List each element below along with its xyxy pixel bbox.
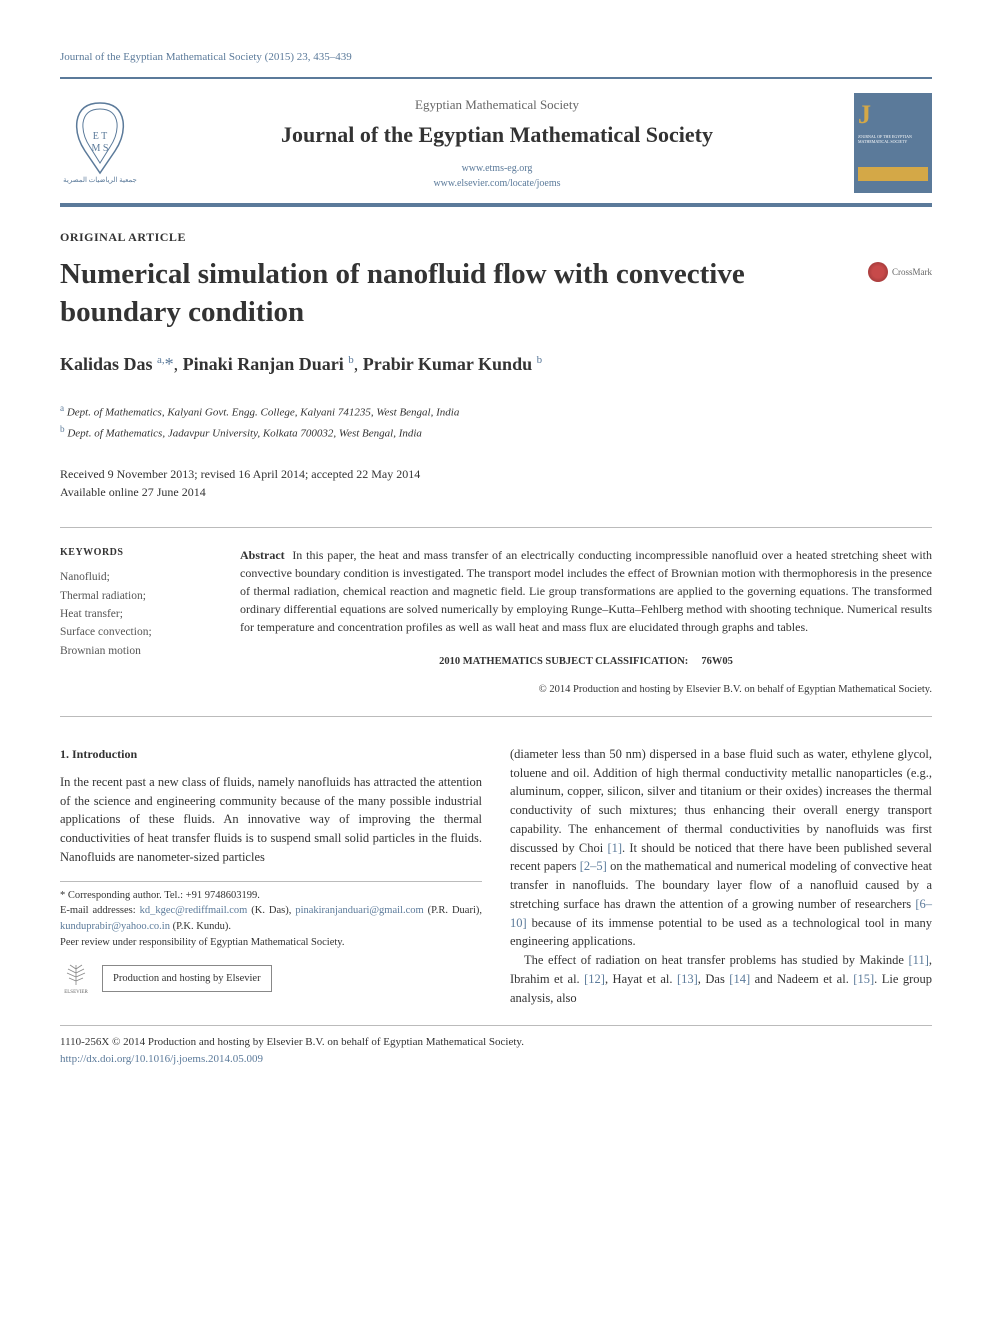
peer-review-note: Peer review under responsibility of Egyp… (60, 935, 482, 951)
abstract-block: KEYWORDS Nanofluid; Thermal radiation; H… (60, 527, 932, 717)
journal-link-1[interactable]: www.etms-eg.org (462, 163, 533, 174)
intro-para-1: In the recent past a new class of fluids… (60, 773, 482, 867)
ref-link-12[interactable]: [12] (584, 972, 605, 986)
abstract-label: Abstract (240, 548, 285, 562)
intro-para-3: The effect of radiation on heat transfer… (510, 951, 932, 1007)
abstract-text: In this paper, the heat and mass transfe… (240, 548, 932, 634)
article-title: Numerical simulation of nanofluid flow w… (60, 256, 848, 331)
journal-name: Journal of the Egyptian Mathematical Soc… (160, 120, 834, 151)
banner-center: Egyptian Mathematical Society Journal of… (160, 96, 834, 191)
page-footer: 1110-256X © 2014 Production and hosting … (60, 1025, 932, 1067)
email-name-3: (P.K. Kundu). (173, 921, 231, 932)
hosting-box: ELSEVIER Production and hosting by Elsev… (60, 961, 482, 997)
running-header: Journal of the Egyptian Mathematical Soc… (60, 50, 932, 65)
abstract-column: Abstract In this paper, the heat and mas… (240, 546, 932, 698)
article-type: ORIGINAL ARTICLE (60, 229, 932, 246)
emails-label: E-mail addresses: (60, 905, 136, 916)
intro-para-2: (diameter less than 50 nm) dispersed in … (510, 745, 932, 951)
crossmark-label: CrossMark (892, 266, 932, 279)
svg-text:E T: E T (93, 131, 108, 142)
affiliation-b: Dept. of Mathematics, Jadavpur Universit… (67, 428, 422, 440)
ref-link-14[interactable]: [14] (729, 972, 750, 986)
society-logo: E T M S جمعية الرياضيات المصرية (60, 98, 140, 188)
crossmark-badge[interactable]: CrossMark (868, 262, 932, 282)
svg-text:M S: M S (92, 143, 109, 154)
footnotes: * Corresponding author. Tel.: +91 974860… (60, 881, 482, 997)
affiliations: a Dept. of Mathematics, Kalyani Govt. En… (60, 401, 932, 444)
journal-banner: E T M S جمعية الرياضيات المصرية Egyptian… (60, 77, 932, 207)
journal-links: www.etms-eg.org www.elsevier.com/locate/… (160, 161, 834, 191)
dates-received: Received 9 November 2013; revised 16 Apr… (60, 465, 932, 483)
elsevier-logo: ELSEVIER (60, 961, 92, 997)
email-name-2: (P.R. Duari), (428, 905, 482, 916)
society-name: Egyptian Mathematical Society (160, 96, 834, 114)
keywords-label: KEYWORDS (60, 546, 212, 560)
email-link-3[interactable]: kunduprabir@yahoo.co.in (60, 921, 170, 932)
authors: Kalidas Das a,*, Pinaki Ranjan Duari b, … (60, 352, 932, 377)
crossmark-icon (868, 262, 888, 282)
msc-classification: 2010 MATHEMATICS SUBJECT CLASSIFICATION:… (240, 654, 932, 670)
ref-link-15[interactable]: [15] (853, 972, 874, 986)
section-heading-intro: 1. Introduction (60, 745, 482, 763)
email-name-1: (K. Das), (251, 905, 291, 916)
footer-copyright: 1110-256X © 2014 Production and hosting … (60, 1034, 932, 1051)
journal-cover-thumbnail: J JOURNAL OF THE EGYPTIAN MATHEMATICAL S… (854, 93, 932, 193)
abstract-copyright: © 2014 Production and hosting by Elsevie… (240, 682, 932, 698)
cover-subtext: JOURNAL OF THE EGYPTIAN MATHEMATICAL SOC… (858, 134, 928, 145)
ref-link-2-5[interactable]: [2–5] (580, 859, 607, 873)
cover-band (858, 167, 928, 181)
keywords-list: Nanofluid; Thermal radiation; Heat trans… (60, 568, 212, 660)
dates-online: Available online 27 June 2014 (60, 483, 932, 501)
corresponding-author: * Corresponding author. Tel.: +91 974860… (60, 888, 482, 904)
email-link-1[interactable]: kd_kgec@rediffmail.com (140, 905, 248, 916)
keywords-column: KEYWORDS Nanofluid; Thermal radiation; H… (60, 546, 212, 698)
society-logo-text: جمعية الرياضيات المصرية (63, 176, 137, 186)
cover-letter: J (858, 97, 928, 133)
ref-link-13[interactable]: [13] (677, 972, 698, 986)
doi-link[interactable]: http://dx.doi.org/10.1016/j.joems.2014.0… (60, 1053, 263, 1065)
email-link-2[interactable]: pinakiranjanduari@gmail.com (295, 905, 423, 916)
affiliation-a: Dept. of Mathematics, Kalyani Govt. Engg… (67, 406, 460, 418)
ref-link-1[interactable]: [1] (607, 841, 622, 855)
journal-link-2[interactable]: www.elsevier.com/locate/joems (433, 178, 560, 189)
hosting-text: Production and hosting by Elsevier (102, 965, 272, 993)
article-dates: Received 9 November 2013; revised 16 Apr… (60, 465, 932, 501)
body-text: 1. Introduction In the recent past a new… (60, 745, 932, 1008)
ref-link-11[interactable]: [11] (909, 953, 929, 967)
